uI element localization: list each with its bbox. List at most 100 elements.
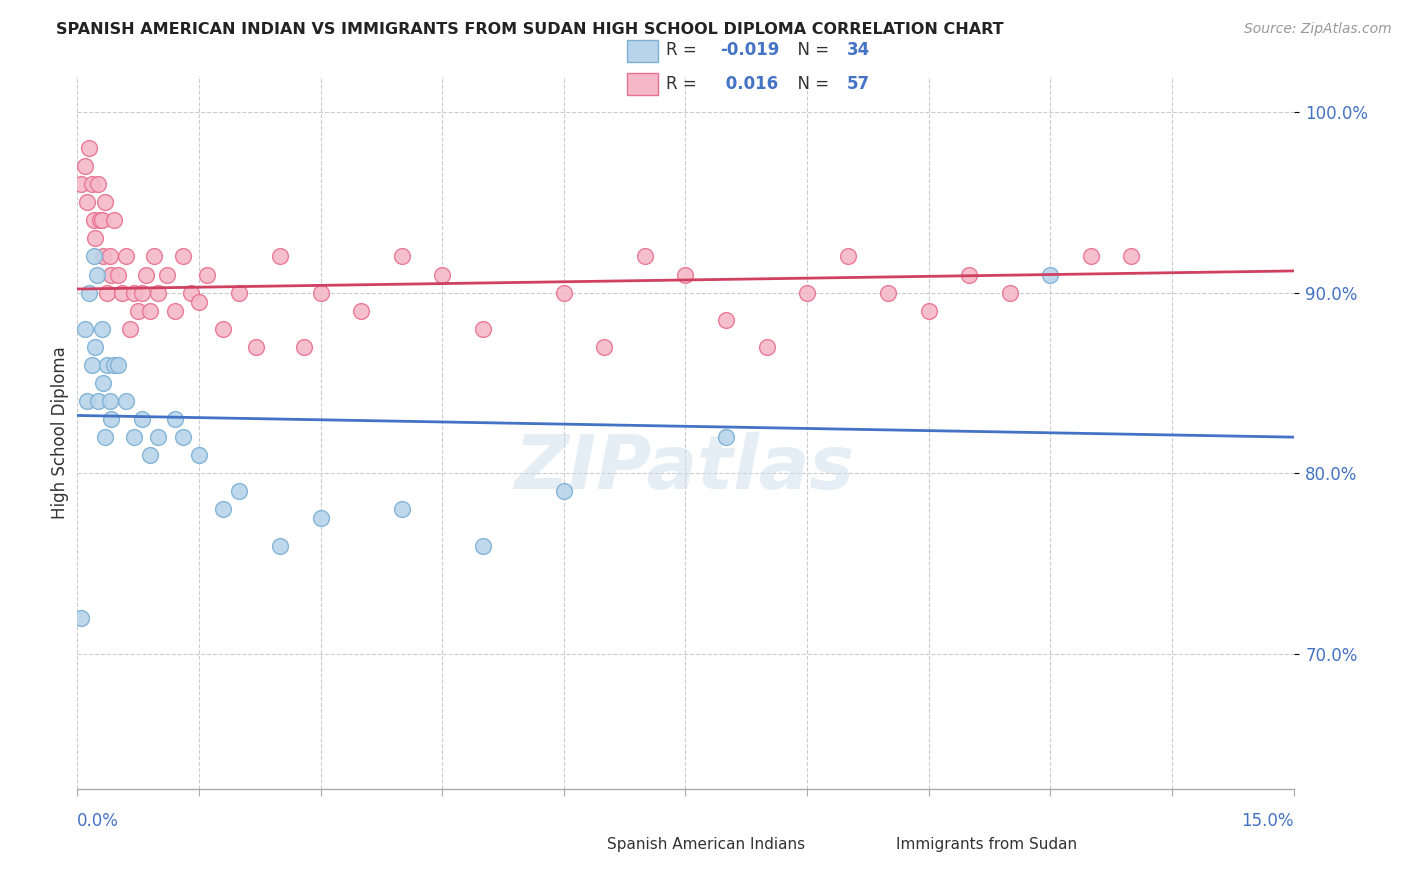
Point [103,213,125,227]
Point [212,502,235,516]
Text: -0.019: -0.019 [720,41,779,59]
Point [79,285,101,300]
Point [127,303,149,318]
Text: 0.016: 0.016 [720,75,778,93]
Point [75,322,97,336]
Point [714,430,737,444]
Point [115,394,138,409]
Point [593,340,616,354]
Point [98,394,121,409]
Point [70,178,93,192]
Point [292,340,315,354]
Point [309,285,332,300]
Point [100,412,122,426]
Point [91,376,114,390]
Point [80,358,103,372]
Point [86,178,108,192]
Point [188,448,211,462]
Point [837,250,859,264]
Point [86,268,108,282]
Point [87,394,110,409]
Point [111,285,134,300]
Point [309,511,332,525]
Point [91,250,114,264]
Point [245,340,267,354]
Text: SPANISH AMERICAN INDIAN VS IMMIGRANTS FROM SUDAN HIGH SCHOOL DIPLOMA CORRELATION: SPANISH AMERICAN INDIAN VS IMMIGRANTS FR… [56,22,1004,37]
Point [107,268,129,282]
Point [269,539,291,553]
Point [98,250,121,264]
Point [957,268,980,282]
Point [90,213,112,227]
Point [998,285,1021,300]
Point [228,484,250,499]
Point [188,294,211,309]
Point [131,285,153,300]
Point [131,412,153,426]
Point [148,285,170,300]
Point [100,268,122,282]
Point [471,322,494,336]
Point [675,268,697,282]
Text: Spanish American Indians: Spanish American Indians [607,838,806,852]
Point [1039,268,1062,282]
Point [84,340,107,354]
Point [1080,250,1102,264]
Point [75,159,97,173]
Text: ZIPatlas: ZIPatlas [516,432,855,505]
Point [122,430,145,444]
Point [80,178,103,192]
Point [76,394,98,409]
Text: Source: ZipAtlas.com: Source: ZipAtlas.com [1244,22,1392,37]
Point [391,250,413,264]
Point [84,231,107,245]
Y-axis label: High School Diploma: High School Diploma [51,346,69,519]
Point [228,285,250,300]
Point [76,195,98,210]
Point [122,285,145,300]
Point [94,195,117,210]
Point [918,303,941,318]
Point [180,285,202,300]
Point [212,322,235,336]
Bar [627,73,658,95]
Point [350,303,373,318]
Point [148,430,170,444]
Point [391,502,413,516]
Point [96,285,118,300]
Text: R =: R = [666,41,703,59]
Point [103,358,125,372]
Point [796,285,818,300]
Text: 57: 57 [846,75,869,93]
Text: N =: N = [787,41,835,59]
Point [155,268,177,282]
Point [634,250,657,264]
Bar [627,39,658,62]
Point [89,213,111,227]
Point [430,268,453,282]
Point [94,430,117,444]
Text: Immigrants from Sudan: Immigrants from Sudan [896,838,1077,852]
Point [70,611,93,625]
Point [139,448,162,462]
Text: N =: N = [787,75,835,93]
Point [195,268,218,282]
Point [163,412,186,426]
Point [553,285,575,300]
Point [755,340,778,354]
Text: 15.0%: 15.0% [1241,812,1294,830]
Text: R =: R = [666,75,703,93]
Point [135,268,157,282]
Text: 0.0%: 0.0% [77,812,120,830]
Point [115,250,138,264]
Point [96,358,118,372]
Point [139,303,162,318]
Point [83,213,105,227]
Point [1121,250,1143,264]
Point [79,141,101,155]
Point [90,322,112,336]
Point [163,303,186,318]
Text: 34: 34 [846,41,870,59]
Point [471,539,494,553]
Point [107,358,129,372]
